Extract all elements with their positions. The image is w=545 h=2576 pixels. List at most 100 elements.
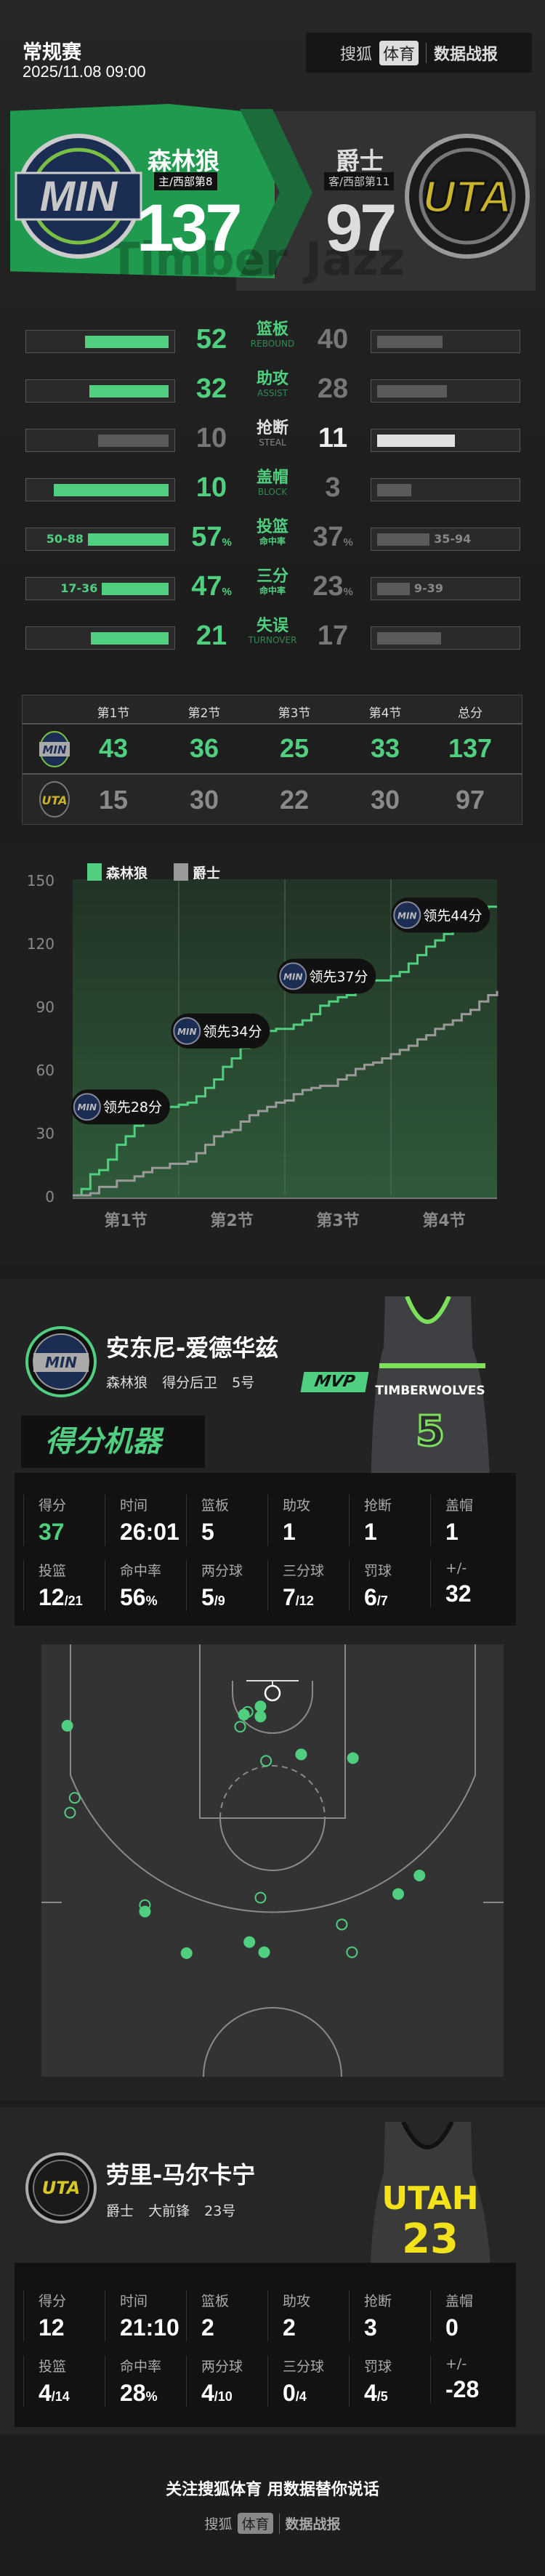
stat-label-en: BLOCK	[257, 487, 288, 497]
made-shot	[347, 1752, 359, 1764]
stat-label-cn: 助攻	[256, 370, 288, 388]
player-stat: 投篮 12/21	[23, 1560, 105, 1611]
x-tick-label: 第1节	[104, 1211, 147, 1230]
x-tick-label: 第2节	[210, 1211, 253, 1230]
player-stat: 盖帽 0	[430, 2290, 512, 2341]
home-stat-number: 32	[195, 374, 227, 404]
player-stat-number: 0	[283, 2380, 296, 2406]
player-stat-label: 抢断	[364, 2293, 392, 2309]
missed-shot	[64, 1806, 76, 1819]
away-stat-value: 3	[304, 472, 362, 504]
missed-shot	[346, 1946, 358, 1958]
brand-section: 数据战报	[434, 45, 498, 64]
stat-label: 投篮 命中率	[236, 519, 309, 547]
player-stat-label: 罚球	[364, 2359, 392, 2375]
player-number: 5号	[232, 1375, 255, 1391]
min-logo-icon	[279, 962, 307, 990]
stat-label-cn: 盖帽	[256, 469, 288, 487]
player-stat: +/- -28	[430, 2356, 512, 2403]
home-stat-number: 52	[195, 324, 227, 355]
svg-text:MIN: MIN	[42, 743, 67, 756]
player-stat-value: 12	[39, 2314, 105, 2341]
legend-swatch-away	[174, 863, 188, 881]
player-stat-value: 1	[364, 1519, 430, 1546]
game-datetime: 2025/11.08 09:00	[23, 62, 146, 81]
away-score: 97	[326, 191, 397, 265]
home-stat-value: 32	[182, 374, 241, 405]
stat-label-en: STEAL	[259, 437, 286, 448]
player-info: 爵士 大前锋 23号	[106, 2200, 235, 2220]
player-stat-label: 助攻	[283, 2293, 311, 2309]
away-stat-bar	[371, 330, 520, 353]
stat-label-cn: 失误	[256, 617, 288, 635]
made-shot	[258, 1946, 270, 1958]
player-stat-value: -28	[445, 2376, 512, 2403]
legend-label-away: 爵士	[193, 865, 220, 881]
away-stat-bar	[371, 379, 520, 403]
home-stat-fill	[84, 336, 169, 348]
home-quarter-row: MIN 43 36 25 33 137	[23, 724, 522, 775]
home-q3: 25	[279, 733, 310, 763]
brand-logo: 搜狐 体育 数据战报	[306, 33, 532, 73]
player-stat-label: 助攻	[283, 1498, 311, 1514]
player-position: 得分后卫	[162, 1375, 218, 1391]
away-stat-number: 40	[317, 324, 349, 355]
min-logo-icon: MIN	[39, 731, 70, 767]
min-logo-icon: MIN	[25, 1326, 97, 1397]
player-stat-number: 5	[201, 1519, 214, 1545]
player-stat-label: 时间	[120, 1498, 148, 1514]
brand-badge: 体育	[238, 2513, 273, 2534]
mvp-badge: MVP	[300, 1372, 369, 1392]
player-stat-suffix: /10	[214, 2389, 233, 2404]
player-stat-number: 37	[39, 1519, 65, 1545]
missed-shot	[254, 1891, 267, 1904]
free-throw-arc-bottom	[219, 1817, 326, 1871]
player-stat-value: 26:01	[120, 1519, 186, 1546]
away-stat-number: 37	[312, 522, 344, 552]
player-stat-value: 4/10	[201, 2380, 267, 2407]
player-stat-value: 56%	[120, 1584, 186, 1611]
away-team-name: 爵士	[336, 147, 384, 175]
player-stat-value: 37	[39, 1519, 105, 1546]
game-type: 常规赛	[23, 41, 81, 64]
player-stat: 命中率 28%	[105, 2356, 186, 2407]
home-stat-value: 47%	[182, 571, 241, 602]
player-stat-number: 1	[445, 1519, 459, 1545]
player-stat: 助攻 2	[267, 2290, 349, 2341]
team-stat-row: 17-36 9-39 47% 23% 三分 命中率	[0, 568, 545, 602]
min-logo-text: MIN	[40, 173, 118, 220]
svg-text:MIN: MIN	[45, 1354, 77, 1371]
player-stat: 时间 26:01	[105, 1495, 186, 1546]
player-stat-value: 28%	[120, 2380, 186, 2407]
home-score: 137	[137, 191, 242, 265]
uta-logo-text: UTA	[423, 172, 512, 222]
away-stat-number: 17	[317, 621, 349, 651]
away-stat-fill	[377, 484, 411, 496]
player-stat: 篮板 2	[186, 2290, 267, 2341]
home-stat-bar	[25, 478, 175, 501]
player-stat-suffix: %	[145, 1594, 158, 1608]
player-stat-suffix: /12	[295, 1594, 314, 1608]
home-watermark: Timber	[109, 233, 288, 286]
y-tick-label: 150	[27, 872, 54, 889]
player-stat-value: 7/12	[283, 1584, 349, 1611]
player-stat-label: 命中率	[120, 2359, 162, 2375]
legend-label-home: 森林狼	[106, 865, 148, 881]
home-q1: 43	[98, 733, 129, 763]
player-stat: 时间 21:10	[105, 2290, 186, 2341]
player-stat-number: 1	[283, 1519, 296, 1545]
legend-swatch-home	[87, 863, 102, 881]
player-stat-label: 投篮	[39, 1563, 67, 1579]
svg-text:UTA: UTA	[42, 2178, 81, 2198]
quarter-header: 总分	[458, 706, 483, 721]
made-shot	[413, 1870, 426, 1881]
away-stat-value: 28	[304, 374, 362, 405]
player-stat-label: 得分	[39, 1498, 67, 1514]
brand-name: 搜狐	[204, 2516, 233, 2532]
away-stat-bar	[371, 478, 520, 501]
y-tick-label: 90	[36, 998, 54, 1016]
player-stat-value: 2	[283, 2314, 349, 2341]
unit: %	[343, 536, 353, 549]
y-tick-label: 120	[27, 935, 54, 953]
lead-annotation: MIN 领先37分	[277, 958, 376, 994]
